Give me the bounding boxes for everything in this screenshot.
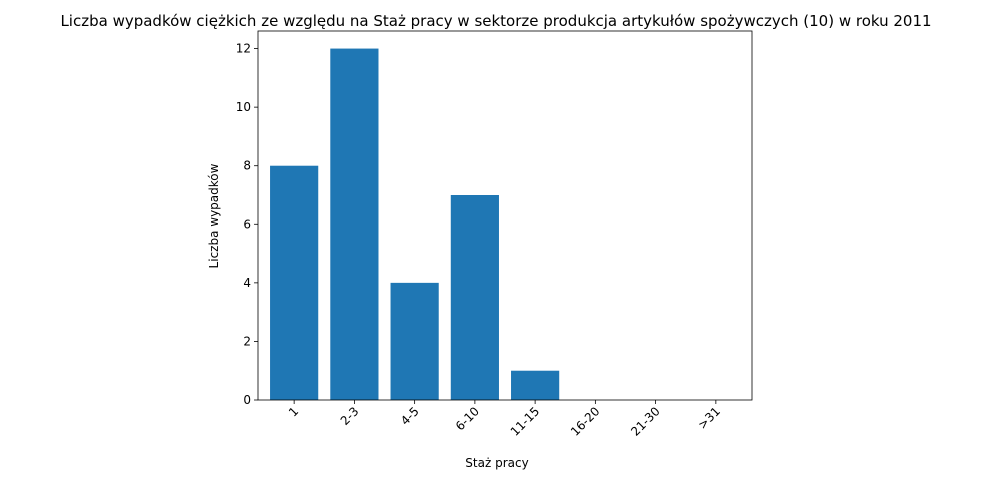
x-tick-label-5: 16-20 bbox=[568, 404, 603, 439]
y-tick-label-5: 10 bbox=[236, 100, 251, 114]
y-tick-label-3: 6 bbox=[243, 217, 251, 231]
x-tick-label-0: 1 bbox=[286, 404, 301, 419]
x-tick-label-2: 4-5 bbox=[398, 404, 422, 428]
x-tick-label-1: 2-3 bbox=[338, 404, 362, 428]
y-tick-label-6: 12 bbox=[236, 42, 251, 56]
bar-1 bbox=[330, 48, 379, 400]
bar-4 bbox=[511, 370, 560, 400]
x-axis-label: Staż pracy bbox=[465, 456, 528, 470]
y-tick-label-4: 8 bbox=[243, 159, 251, 173]
y-tick-label-1: 2 bbox=[243, 334, 251, 348]
plot-area: 0 2 4 6 8 10 12 1 2-3 4-5 6-10 11-15 16-20 21-30 >31 bbox=[236, 30, 753, 439]
y-tick-label-2: 4 bbox=[243, 276, 251, 290]
x-tick-label-6: 21-30 bbox=[628, 404, 663, 439]
y-axis-label: Liczba wypadków bbox=[207, 163, 221, 268]
x-tick-label-4: 11-15 bbox=[508, 404, 543, 439]
x-tick-label-3: 6-10 bbox=[453, 404, 482, 433]
chart-title: Liczba wypadków ciężkich ze względu na S… bbox=[60, 12, 931, 30]
x-tick-label-7: >31 bbox=[695, 404, 723, 432]
axes-frame bbox=[257, 30, 753, 401]
y-tick-label-0: 0 bbox=[243, 393, 251, 407]
bar-2 bbox=[390, 282, 439, 400]
bar-0 bbox=[270, 165, 319, 400]
bar-3 bbox=[450, 195, 499, 400]
